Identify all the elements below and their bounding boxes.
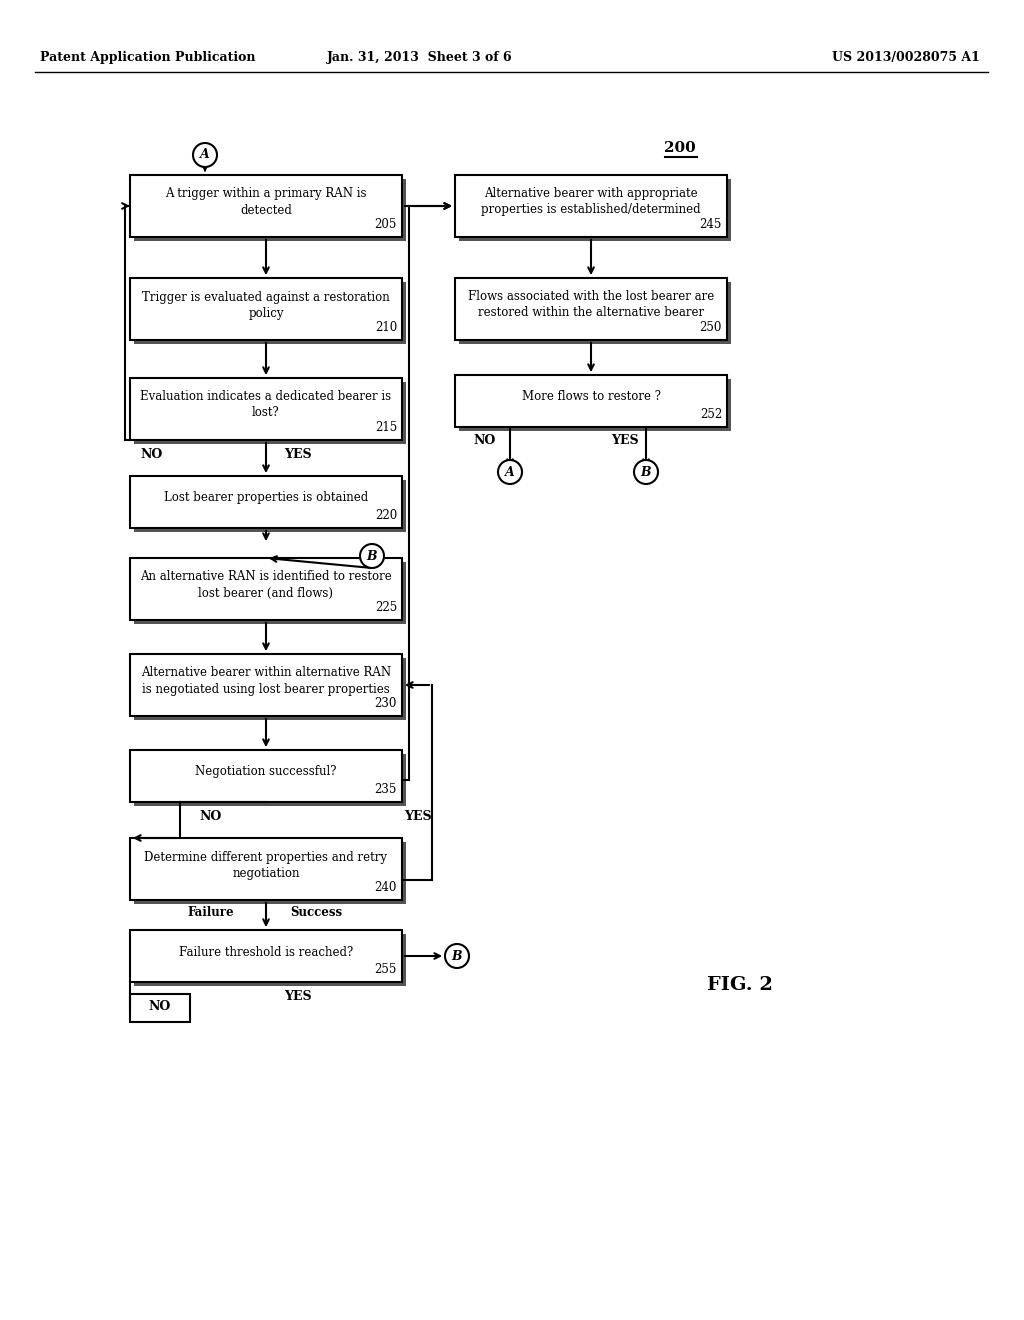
Text: Negotiation successful?: Negotiation successful?: [196, 766, 337, 779]
Text: Evaluation indicates a dedicated bearer is
lost?: Evaluation indicates a dedicated bearer …: [140, 391, 391, 420]
Circle shape: [634, 459, 658, 484]
Bar: [134, 282, 406, 345]
Text: Lost bearer properties is obtained: Lost bearer properties is obtained: [164, 491, 368, 504]
Text: 225: 225: [375, 601, 397, 614]
Bar: [134, 381, 406, 444]
Bar: [130, 176, 402, 238]
Text: 205: 205: [375, 218, 397, 231]
Text: Patent Application Publication: Patent Application Publication: [40, 51, 256, 65]
Text: Success: Success: [290, 906, 342, 919]
Bar: [459, 282, 731, 345]
Bar: [130, 931, 402, 982]
Text: 235: 235: [375, 783, 397, 796]
Bar: [134, 562, 406, 624]
Text: A: A: [505, 466, 515, 479]
Circle shape: [445, 944, 469, 968]
Text: 250: 250: [699, 321, 722, 334]
Text: NO: NO: [200, 809, 222, 822]
Bar: [134, 842, 406, 904]
Bar: [130, 653, 402, 715]
Bar: [455, 375, 727, 426]
Bar: [130, 750, 402, 803]
Text: 252: 252: [699, 408, 722, 421]
Text: NO: NO: [140, 449, 162, 462]
Bar: [134, 480, 406, 532]
Text: B: B: [641, 466, 651, 479]
Circle shape: [193, 143, 217, 168]
Bar: [130, 994, 190, 1022]
Bar: [130, 279, 402, 341]
Text: 245: 245: [699, 218, 722, 231]
Text: YES: YES: [611, 434, 639, 447]
Bar: [459, 180, 731, 242]
Text: Determine different properties and retry
negotiation: Determine different properties and retry…: [144, 850, 387, 879]
Bar: [134, 180, 406, 242]
Text: Jan. 31, 2013  Sheet 3 of 6: Jan. 31, 2013 Sheet 3 of 6: [328, 51, 513, 65]
Text: 255: 255: [375, 964, 397, 975]
Text: FIG. 2: FIG. 2: [707, 975, 773, 994]
Text: More flows to restore ?: More flows to restore ?: [521, 391, 660, 404]
Text: Flows associated with the lost bearer are
restored within the alternative bearer: Flows associated with the lost bearer ar…: [468, 290, 714, 319]
Text: A trigger within a primary RAN is
detected: A trigger within a primary RAN is detect…: [165, 187, 367, 216]
Text: Alternative bearer within alternative RAN
is negotiated using lost bearer proper: Alternative bearer within alternative RA…: [141, 667, 391, 696]
Text: 230: 230: [375, 697, 397, 710]
Text: NO: NO: [473, 434, 496, 447]
Bar: [455, 176, 727, 238]
Bar: [134, 935, 406, 986]
Text: Failure threshold is reached?: Failure threshold is reached?: [179, 945, 353, 958]
Text: B: B: [452, 949, 462, 962]
Bar: [130, 378, 402, 440]
Circle shape: [498, 459, 522, 484]
Text: A: A: [200, 149, 210, 161]
Bar: [455, 279, 727, 341]
Text: 215: 215: [375, 421, 397, 434]
Bar: [134, 754, 406, 807]
Circle shape: [360, 544, 384, 568]
Bar: [130, 558, 402, 620]
Text: NO: NO: [148, 1001, 171, 1014]
Text: 220: 220: [375, 510, 397, 521]
Text: YES: YES: [284, 990, 311, 1002]
Text: Trigger is evaluated against a restoration
policy: Trigger is evaluated against a restorati…: [142, 290, 390, 319]
Text: Failure: Failure: [187, 906, 234, 919]
Text: 240: 240: [375, 880, 397, 894]
Bar: [134, 657, 406, 719]
Text: YES: YES: [284, 449, 311, 462]
Text: 210: 210: [375, 321, 397, 334]
Text: Alternative bearer with appropriate
properties is established/determined: Alternative bearer with appropriate prop…: [481, 187, 700, 216]
Bar: [459, 379, 731, 432]
Text: 200: 200: [665, 141, 696, 154]
Bar: [130, 838, 402, 900]
Text: An alternative RAN is identified to restore
lost bearer (and flows): An alternative RAN is identified to rest…: [140, 570, 392, 599]
Text: B: B: [367, 549, 377, 562]
Bar: [130, 477, 402, 528]
Text: US 2013/0028075 A1: US 2013/0028075 A1: [833, 51, 980, 65]
Text: YES: YES: [404, 809, 432, 822]
